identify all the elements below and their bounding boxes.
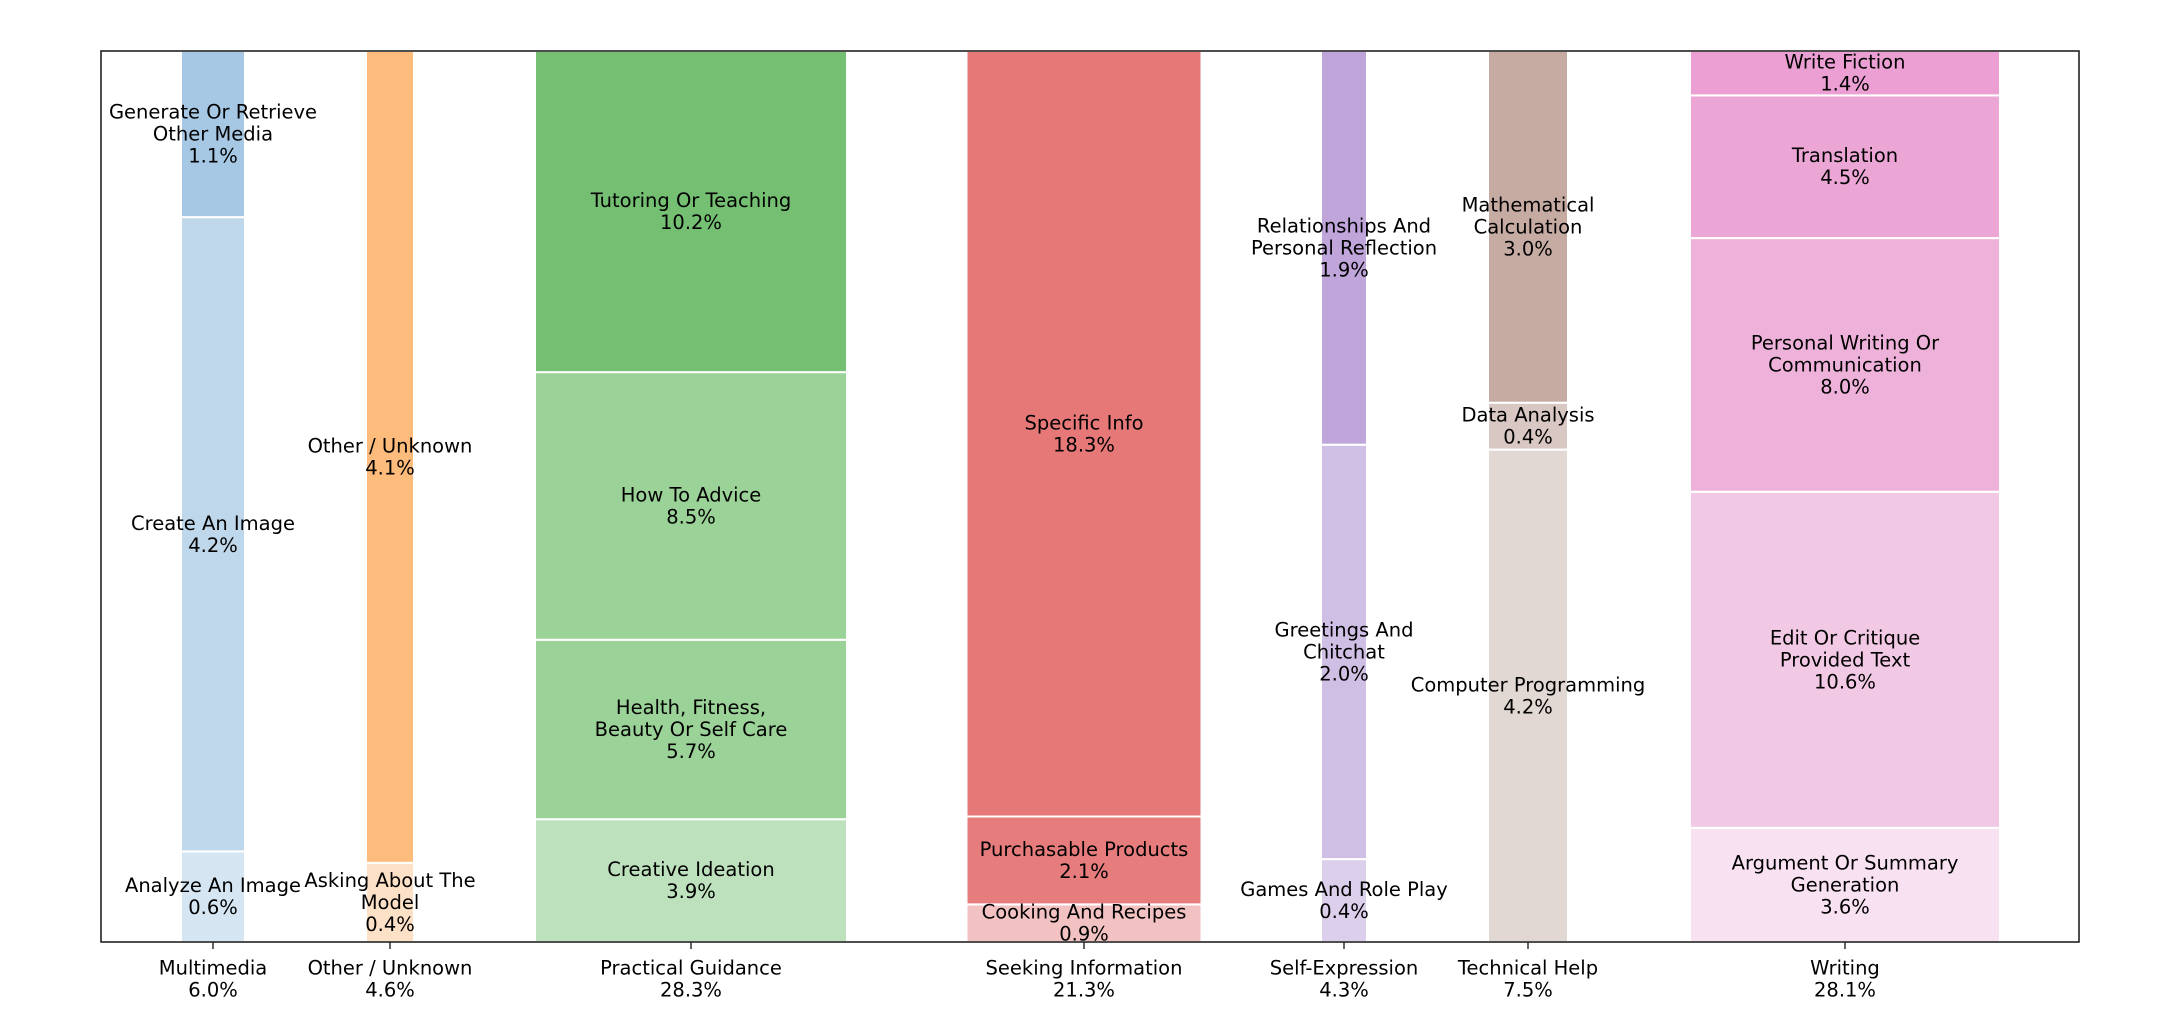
x-axis: Multimedia 6.0% Other / Unknown 4.6% Practic… [159, 942, 1880, 1002]
segment-label-seeking-information-purchasable-products: Purchasable Products 2.1% [980, 838, 1189, 883]
segment-label-multimedia-create-an-image: Create An Image 4.2% [131, 512, 295, 557]
segment-label-technical-help-computer-programming: Computer Programming 4.2% [1411, 673, 1646, 718]
bar-segment-practical-guidance-health-fitness-beauty-or-self-care [534, 638, 848, 821]
segment-label-practical-guidance-how-to-advice: How To Advice 8.5% [621, 483, 762, 528]
bar-segment-writing-argument-or-summary-generation [1689, 826, 2001, 943]
bar-segment-technical-help-mathematical-calculation [1487, 50, 1569, 404]
bar-segment-writing-edit-or-critique-provided-text [1689, 490, 2001, 829]
bar-segment-multimedia-create-an-image [180, 216, 246, 853]
segment-label-practical-guidance-health-fitness-beauty-or-self-care: Health, Fitness, Beauty Or Self Care 5.7% [595, 696, 788, 763]
segment-label-multimedia-analyze-an-image: Analyze An Image 0.6% [125, 874, 301, 919]
bar-segment-other-unknown-other-unknown [365, 50, 415, 864]
x-tick-label-practical-guidance: Practical Guidance 28.3% [600, 957, 782, 1002]
segment-label-seeking-information-cooking-and-recipes: Cooking And Recipes 0.9% [982, 901, 1187, 946]
x-tick-label-multimedia: Multimedia 6.0% [159, 957, 267, 1002]
bar-segment-technical-help-data-analysis [1487, 401, 1569, 451]
segment-label-technical-help-mathematical-calculation: Mathematical Calculation 3.0% [1462, 193, 1595, 260]
segment-label-practical-guidance-tutoring-or-teaching: Tutoring Or Teaching 10.2% [590, 189, 792, 234]
bar-segment-multimedia-analyze-an-image [180, 850, 246, 943]
plot-frame [100, 50, 2080, 943]
bar-segment-practical-guidance-how-to-advice [534, 371, 848, 641]
x-tick-label-self-expression: Self-Expression 4.3% [1270, 957, 1418, 1002]
segment-labels-layer: Analyze An Image 0.6% Create An Image 4.2% G… [109, 51, 1958, 946]
x-tick-label-technical-help: Technical Help 7.5% [1457, 957, 1598, 1002]
x-tick-label-other-unknown: Other / Unknown 4.6% [308, 957, 473, 1002]
segment-label-practical-guidance-creative-ideation: Creative Ideation 3.9% [607, 858, 774, 903]
bar-segment-practical-guidance-creative-ideation [534, 818, 848, 944]
segment-label-writing-edit-or-critique-provided-text: Edit Or Critique Provided Text 10.6% [1770, 626, 1920, 693]
segment-label-writing-write-fiction: Write Fiction 1.4% [1785, 51, 1906, 96]
segment-label-seeking-information-specific-info: Specific Info 18.3% [1025, 411, 1144, 456]
bars-layer [180, 50, 2001, 944]
bar-segment-writing-personal-writing-or-communication [1689, 237, 2001, 493]
segment-label-other-unknown-other-unknown: Other / Unknown 4.1% [308, 434, 473, 479]
segment-label-technical-help-data-analysis: Data Analysis 0.4% [1461, 404, 1594, 449]
segment-label-writing-argument-or-summary-generation: Argument Or Summary Generation 3.6% [1732, 851, 1959, 918]
segment-label-self-expression-relationships-and-personal-reflection: Relationships And Personal Reflection 1.9% [1251, 214, 1437, 281]
segment-label-writing-translation: Translation 4.5% [1791, 144, 1898, 189]
bar-segment-other-unknown-asking-about-the-model [365, 861, 415, 943]
segment-label-writing-personal-writing-or-communication: Personal Writing Or Communication 8.0% [1751, 331, 1940, 398]
bar-segment-technical-help-computer-programming [1487, 448, 1569, 943]
x-tick-label-seeking-information: Seeking Information 21.3% [986, 957, 1183, 1002]
bar-segment-practical-guidance-tutoring-or-teaching [534, 50, 848, 374]
bar-segment-seeking-information-specific-info [965, 50, 1203, 818]
x-tick-label-writing: Writing 28.1% [1810, 957, 1880, 1002]
bar-segment-seeking-information-cooking-and-recipes [965, 903, 1203, 943]
segment-label-self-expression-greetings-and-chitchat: Greetings And Chitchat 2.0% [1275, 618, 1414, 685]
bar-segment-writing-write-fiction [1689, 50, 2001, 97]
segment-label-other-unknown-asking-about-the-model: Asking About The Model 0.4% [304, 869, 475, 936]
bar-segment-seeking-information-purchasable-products [965, 815, 1203, 906]
bar-segment-self-expression-relationships-and-personal-reflection [1320, 50, 1368, 446]
segment-label-multimedia-generate-or-retrieve-other-media: Generate Or Retrieve Other Media 1.1% [109, 101, 317, 168]
segment-label-self-expression-games-and-role-play: Games And Role Play 0.4% [1240, 878, 1448, 923]
